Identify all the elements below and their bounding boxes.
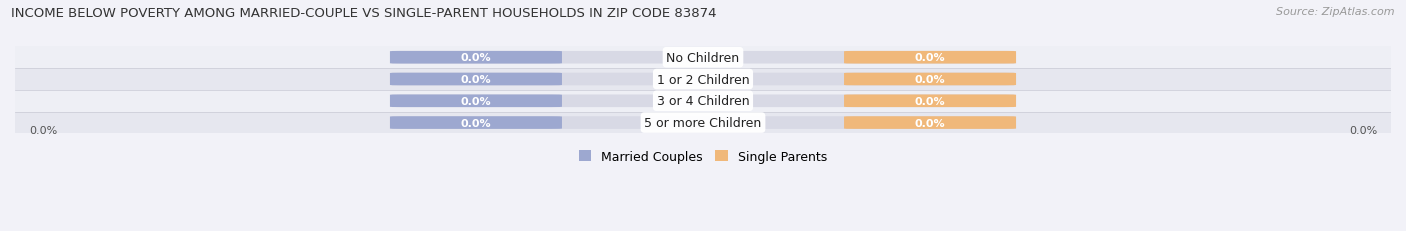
Text: 5 or more Children: 5 or more Children xyxy=(644,117,762,130)
Text: 0.0%: 0.0% xyxy=(461,53,491,63)
Text: 0.0%: 0.0% xyxy=(915,75,945,85)
Text: 0.0%: 0.0% xyxy=(915,53,945,63)
Text: 1 or 2 Children: 1 or 2 Children xyxy=(657,73,749,86)
Text: 0.0%: 0.0% xyxy=(461,96,491,106)
FancyBboxPatch shape xyxy=(844,73,1017,86)
Bar xyxy=(15,47,1391,69)
FancyBboxPatch shape xyxy=(389,52,562,64)
FancyBboxPatch shape xyxy=(844,95,1017,108)
FancyBboxPatch shape xyxy=(844,117,1017,129)
FancyBboxPatch shape xyxy=(389,95,1017,108)
Bar xyxy=(15,112,1391,134)
FancyBboxPatch shape xyxy=(389,73,562,86)
Text: 0.0%: 0.0% xyxy=(461,75,491,85)
Text: INCOME BELOW POVERTY AMONG MARRIED-COUPLE VS SINGLE-PARENT HOUSEHOLDS IN ZIP COD: INCOME BELOW POVERTY AMONG MARRIED-COUPL… xyxy=(11,7,717,20)
FancyBboxPatch shape xyxy=(389,117,1017,129)
FancyBboxPatch shape xyxy=(389,117,562,129)
Text: 0.0%: 0.0% xyxy=(1348,125,1378,135)
FancyBboxPatch shape xyxy=(389,73,1017,86)
Text: Source: ZipAtlas.com: Source: ZipAtlas.com xyxy=(1277,7,1395,17)
Text: No Children: No Children xyxy=(666,52,740,64)
Bar xyxy=(15,91,1391,112)
Text: 0.0%: 0.0% xyxy=(915,96,945,106)
Text: 0.0%: 0.0% xyxy=(915,118,945,128)
Legend: Married Couples, Single Parents: Married Couples, Single Parents xyxy=(574,145,832,168)
Text: 0.0%: 0.0% xyxy=(28,125,58,135)
Text: 3 or 4 Children: 3 or 4 Children xyxy=(657,95,749,108)
Bar xyxy=(15,69,1391,91)
FancyBboxPatch shape xyxy=(389,52,1017,64)
FancyBboxPatch shape xyxy=(389,95,562,108)
FancyBboxPatch shape xyxy=(844,52,1017,64)
Text: 0.0%: 0.0% xyxy=(461,118,491,128)
